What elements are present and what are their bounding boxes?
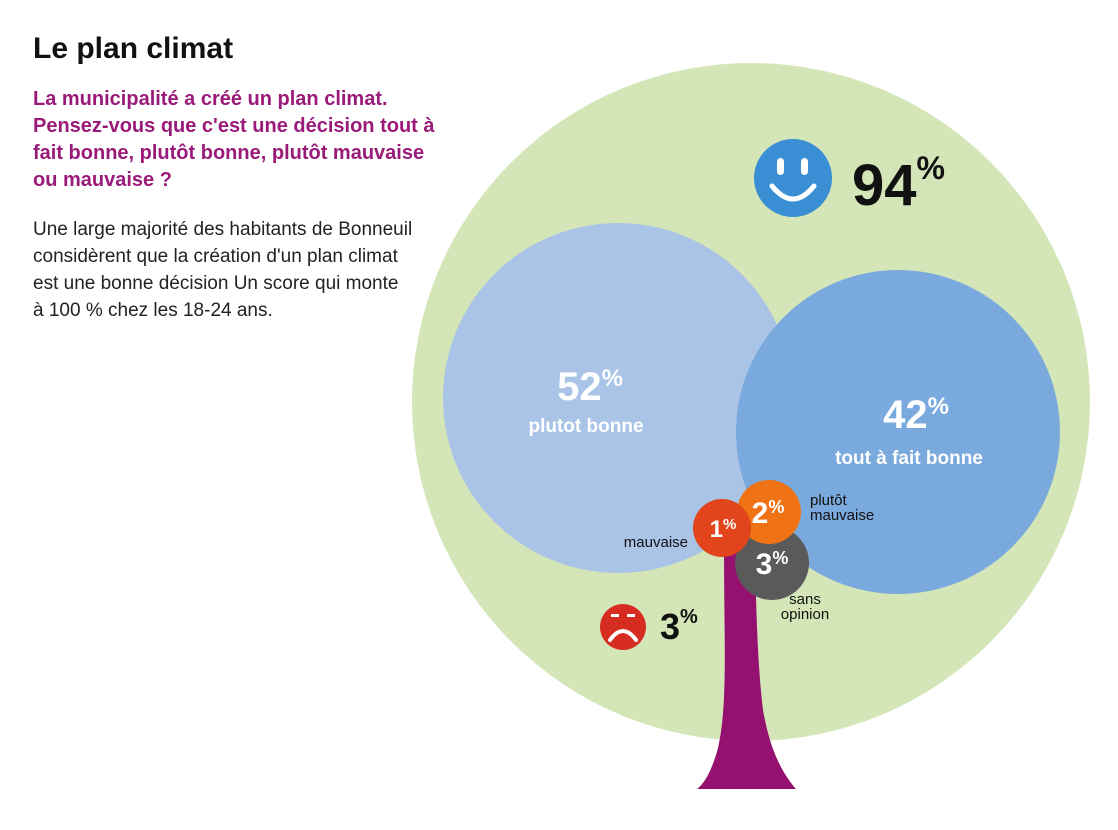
- summary-text: Une large majorité des habitants de Bonn…: [33, 219, 413, 321]
- category-label-sans-opinion: sans opinion: [781, 591, 829, 623]
- page-title: Le plan climat: [33, 32, 234, 65]
- value-label-plutot-bonne: 52%: [557, 365, 623, 409]
- category-label-tout-a-fait-bonne: tout à fait bonne: [835, 448, 983, 469]
- positive-total-label: 94%: [852, 150, 945, 218]
- negative-total-label: 3%: [660, 606, 698, 647]
- value-label-mauvaise: 1%: [710, 516, 737, 543]
- category-label-plutot-bonne: plutot bonne: [528, 416, 643, 437]
- bubble-plutot-bonne: [443, 223, 793, 573]
- value-label-tout-a-fait-bonne: 42%: [883, 393, 949, 437]
- bubble-tout-a-fait-bonne: [736, 270, 1060, 594]
- category-label-mauvaise: mauvaise: [624, 534, 688, 551]
- bubble-mauvaise: [693, 499, 751, 557]
- survey-question: La municipalité a créé un plan climat. P…: [33, 88, 435, 191]
- bubble-sans-opinion: [735, 526, 809, 600]
- value-label-sans-opinion: 3%: [756, 548, 789, 581]
- category-label-plutot-mauvaise: plutôt mauvaise: [810, 492, 874, 524]
- smiley-icon: [754, 139, 832, 217]
- tree-trunk: [697, 548, 796, 789]
- bubble-plutot-mauvaise: [737, 480, 801, 544]
- value-label-plutot-mauvaise: 2%: [752, 497, 785, 530]
- sad-face-icon: [600, 604, 646, 650]
